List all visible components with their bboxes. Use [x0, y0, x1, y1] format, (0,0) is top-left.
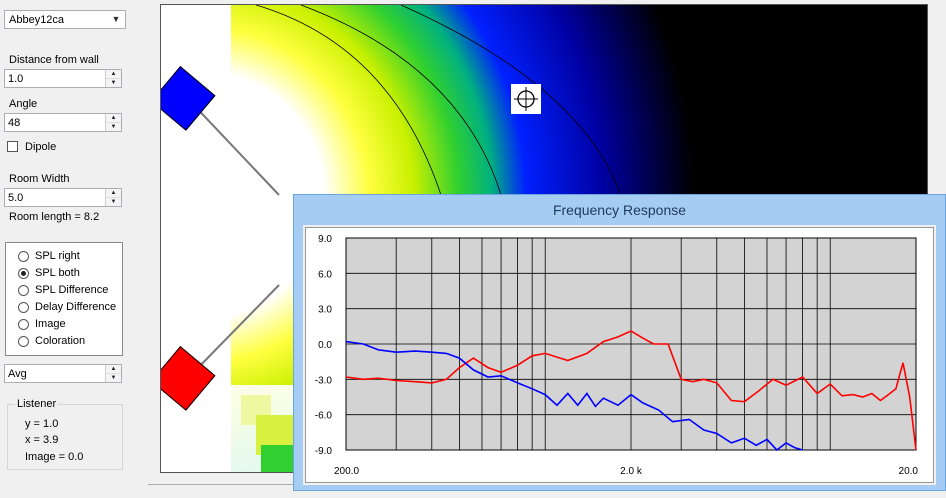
spin-up-icon[interactable]: ▲ [106, 114, 121, 123]
y-tick-label: 6.0 [318, 269, 332, 280]
listener-x: x = 3.9 [25, 434, 59, 446]
spin-up-icon[interactable]: ▲ [106, 365, 121, 374]
preset-combo[interactable]: Abbey12ca ▼ [4, 10, 126, 29]
dipole-checkbox[interactable] [7, 141, 18, 152]
frequency-response-window[interactable]: Frequency Response 9.0 6.0 3.0 0.0 -3.0 -6.0 -… [293, 194, 946, 491]
display-mode-group: SPL right SPL both SPL Difference Delay … [5, 242, 123, 356]
x-tick-label: 200.0 [334, 466, 359, 477]
radio-label: SPL Difference [35, 284, 109, 296]
spin-down-icon[interactable]: ▼ [110, 80, 117, 86]
room-width-label: Room Width [9, 173, 70, 185]
listener-groupbox [7, 404, 123, 470]
spin-down-icon[interactable]: ▼ [110, 375, 117, 381]
y-tick-label: 3.0 [318, 305, 332, 316]
y-tick-label: -9.0 [315, 446, 333, 457]
spin-up-icon[interactable]: ▲ [106, 189, 121, 198]
preset-combo-value: Abbey12ca [9, 14, 65, 26]
radio-label: SPL both [35, 267, 80, 279]
series-line-blue [345, 340, 803, 452]
radio-image[interactable] [18, 319, 29, 330]
radio-spl-right[interactable] [18, 251, 29, 262]
control-panel: Abbey12ca ▼ Distance from wall 1.0 ▲ ▼ An… [0, 0, 148, 497]
distance-label: Distance from wall [9, 54, 99, 66]
spin-up-icon[interactable]: ▲ [106, 70, 121, 79]
chevron-down-icon[interactable]: ▼ [111, 14, 121, 24]
listener-image: Image = 0.0 [25, 451, 84, 463]
listener-y: y = 1.0 [25, 418, 59, 430]
radio-label: Image [35, 318, 66, 330]
radio-coloration[interactable] [18, 336, 29, 347]
x-tick-label: 2.0 k [620, 466, 643, 477]
y-tick-label: -3.0 [315, 375, 333, 386]
avg-spinner[interactable]: Avg ▲ ▼ [4, 364, 122, 383]
room-width-value: 5.0 [8, 192, 24, 204]
angle-spinner[interactable]: 48 ▲ ▼ [4, 113, 122, 132]
series-line-red [345, 330, 917, 451]
angle-label: Angle [9, 98, 38, 110]
avg-value: Avg [8, 368, 27, 380]
radio-label: SPL right [35, 250, 80, 262]
spin-down-icon[interactable]: ▼ [110, 199, 117, 205]
listener-title: Listener [15, 398, 59, 410]
y-tick-label: -6.0 [315, 411, 333, 422]
radio-spl-difference[interactable] [18, 285, 29, 296]
distance-spinner[interactable]: 1.0 ▲ ▼ [4, 69, 122, 88]
y-tick-label: 9.0 [318, 234, 332, 245]
window-title: Frequency Response [552, 202, 687, 218]
radio-delay-difference[interactable] [18, 302, 29, 313]
x-tick-label: 20.0 [899, 466, 919, 477]
radio-spl-both[interactable] [18, 268, 29, 279]
listener-crosshair-icon[interactable] [511, 84, 541, 114]
room-width-spinner[interactable]: 5.0 ▲ ▼ [4, 188, 122, 207]
radio-label: Delay Difference [35, 301, 117, 313]
distance-value: 1.0 [8, 73, 24, 85]
y-tick-label: 0.0 [318, 340, 332, 351]
radio-label: Coloration [35, 335, 86, 347]
angle-value: 48 [8, 117, 21, 129]
dipole-label: Dipole [25, 141, 57, 153]
room-length-text: Room length = 8.2 [9, 211, 100, 223]
plot-area: 9.0 6.0 3.0 0.0 -3.0 -6.0 -9.0 200.0 2.0 k 20.0 [305, 227, 934, 483]
window-body: 9.0 6.0 3.0 0.0 -3.0 -6.0 -9.0 200.0 2.0 k 20.0 [303, 225, 936, 485]
spin-down-icon[interactable]: ▼ [110, 124, 117, 130]
